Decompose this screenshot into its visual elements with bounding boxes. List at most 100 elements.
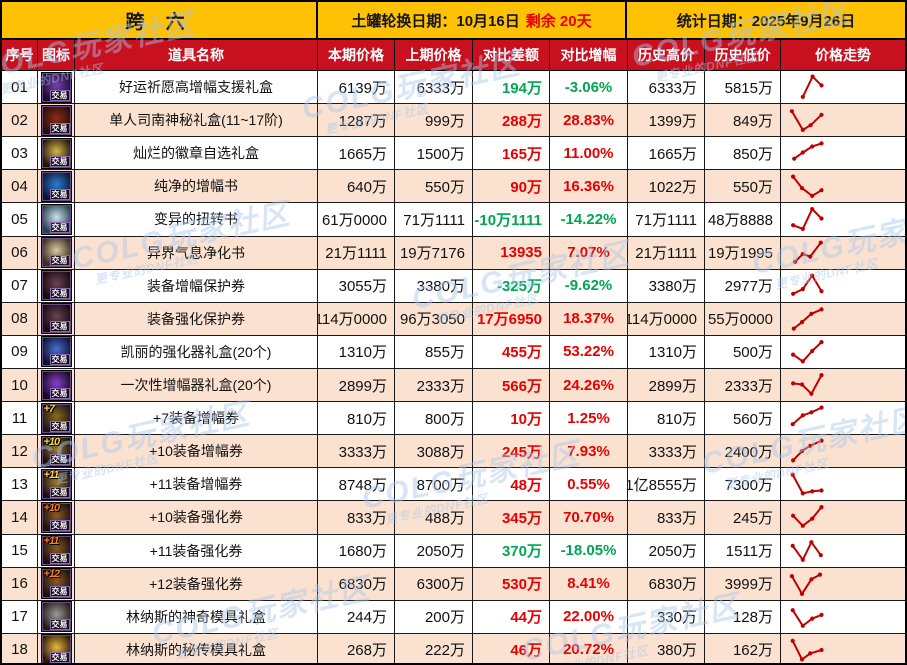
icon-plus-level-label: +12 (43, 568, 61, 581)
col-header-high: 历史高价 (628, 40, 705, 70)
plus10-amp-ticket-icon: +10 交易 (41, 435, 71, 466)
price-trend-cell (781, 104, 905, 136)
price-diff: 345万 (473, 501, 550, 534)
rotation-date-label: 土罐轮换日期：10月16日 (351, 12, 520, 30)
row-number: 18 (2, 633, 38, 663)
previous-price: 1500万 (395, 137, 473, 170)
table-body: 01 交易 好运祈愿高增幅支援礼盒 6139万 6333万 194万 -3.06% 6333万… (2, 71, 905, 663)
price-trend-cell (781, 303, 905, 335)
price-trend-sparkline (790, 638, 824, 662)
region-title: 跨 六 (125, 11, 193, 33)
item-name: 装备增幅保护券 (75, 269, 318, 302)
price-change-pct: 7.07% (550, 236, 628, 269)
previous-price: 800万 (395, 402, 473, 435)
tradeable-badge: 交易 (49, 321, 70, 333)
tradeable-badge: 交易 (49, 122, 70, 134)
price-trend-cell (781, 203, 905, 235)
historical-low: 3999万 (705, 567, 781, 600)
historical-low: 19万1995 (705, 236, 781, 269)
price-trend-sparkline (791, 207, 824, 232)
price-trend-sparkline (791, 505, 824, 529)
price-trend-sparkline (789, 109, 824, 133)
price-diff: 530万 (473, 567, 550, 600)
previous-price: 999万 (395, 104, 473, 137)
tradeable-badge: 交易 (49, 288, 70, 300)
previous-price: 6300万 (395, 567, 473, 600)
previous-price: 200万 (395, 600, 473, 633)
tradeable-badge: 交易 (49, 586, 70, 598)
price-change-pct: 53.22% (550, 335, 628, 368)
item-row: 09 交易 凯丽的强化器礼盒(20个) 1310万 855万 455万 53.22% 1310… (2, 335, 905, 369)
price-trend-cell (781, 369, 905, 401)
price-change-pct: -3.06% (550, 71, 628, 104)
row-number: 10 (2, 368, 38, 402)
item-icon-cell: 交易 (38, 203, 75, 236)
row-number: 17 (2, 600, 38, 633)
row-number: 06 (2, 236, 38, 269)
previous-price: 550万 (395, 170, 473, 203)
item-row: 11 +7 交易 +7装备增幅券 810万 800万 10万 1.25% 810万 560万 (2, 402, 905, 436)
historical-high: 6333万 (628, 71, 705, 104)
price-trend-cell (781, 336, 905, 368)
onetime-amplifier-gift-box-icon: 交易 (41, 370, 71, 400)
current-price: 2899万 (318, 368, 395, 402)
historical-high: 71万1111 (628, 203, 705, 236)
historical-high: 1022万 (628, 170, 705, 203)
brilliant-emblem-gift-box-icon: 交易 (41, 138, 71, 168)
item-name: 林纳斯的秘传模具礼盒 (75, 633, 318, 663)
row-number: 03 (2, 137, 38, 170)
col-header-low: 历史低价 (705, 40, 781, 70)
icon-plus-level-label: +10 (43, 435, 61, 448)
item-name: 纯净的增幅书 (75, 170, 318, 203)
statistics-date-label: 统计日期：2025年9月26日 (676, 12, 856, 30)
price-trend-cell (781, 435, 905, 467)
current-price: 244万 (318, 600, 395, 633)
price-diff: 566万 (473, 368, 550, 402)
historical-low: 850万 (705, 137, 781, 170)
historical-low: 128万 (705, 600, 781, 633)
previous-price: 3088万 (395, 435, 473, 468)
item-name: 灿烂的徽章自选礼盒 (75, 137, 318, 170)
price-trend-sparkline (792, 141, 824, 162)
previous-price: 2050万 (395, 534, 473, 567)
row-number: 08 (2, 302, 38, 335)
item-row: 13 +11 交易 +11装备增幅券 8748万 8700万 48万 0.55% 1亿8555万… (2, 468, 905, 502)
item-row: 08 交易 装备强化保护券 114万0000 96万3050 17万6950 18.37% 1… (2, 302, 905, 336)
item-icon-cell: 交易 (38, 302, 75, 335)
price-change-pct: 7.93% (550, 435, 628, 468)
kiri-reinforcer-gift-box-icon: 交易 (41, 337, 71, 367)
compass-mystery-gift-box-icon: 交易 (41, 105, 71, 135)
historical-high: 3333万 (628, 435, 705, 468)
row-number: 11 (2, 402, 38, 435)
item-icon-cell: 交易 (38, 368, 75, 402)
price-change-pct: 8.41% (550, 567, 628, 600)
table-header-row: 序号 图标 道具名称 本期价格 上期价格 对比差额 对比增幅 历史高价 历史低价… (2, 40, 905, 71)
current-price: 1680万 (318, 534, 395, 567)
price-trend-cell (781, 535, 905, 567)
col-header-diff: 对比差额 (473, 40, 550, 70)
item-row: 17 交易 林纳斯的神奇模具礼盒 244万 200万 44万 22.00% 330万 128万 (2, 600, 905, 634)
row-number: 14 (2, 501, 38, 534)
current-price: 3333万 (318, 435, 395, 468)
col-header-index: 序号 (2, 40, 38, 70)
equipment-reinforce-protection-ticket-icon: 交易 (41, 304, 71, 334)
price-trend-cell (781, 501, 905, 533)
tradeable-badge: 交易 (49, 553, 70, 565)
historical-high: 3380万 (628, 269, 705, 302)
price-diff: 13935 (473, 236, 550, 269)
equipment-amp-protection-ticket-icon: 交易 (41, 271, 71, 301)
tradeable-badge: 交易 (49, 354, 70, 366)
item-icon-cell: +10 交易 (38, 501, 75, 534)
row-number: 12 (2, 435, 38, 468)
item-row: 04 交易 纯净的增幅书 640万 550万 90万 16.36% 1022万 550万 (2, 170, 905, 204)
price-trend-sparkline (790, 472, 824, 496)
price-trend-sparkline (790, 607, 824, 628)
tradeable-badge: 交易 (49, 255, 70, 267)
historical-low: 500万 (705, 335, 781, 368)
current-price: 1665万 (318, 137, 395, 170)
item-name: 单人司南神秘礼盒(11~17阶) (75, 104, 318, 137)
current-price: 268万 (318, 633, 395, 663)
item-row: 02 交易 单人司南神秘礼盒(11~17阶) 1287万 999万 288万 28.83% 1… (2, 104, 905, 138)
current-price: 114万0000 (318, 302, 395, 335)
tradeable-badge: 交易 (49, 221, 70, 233)
